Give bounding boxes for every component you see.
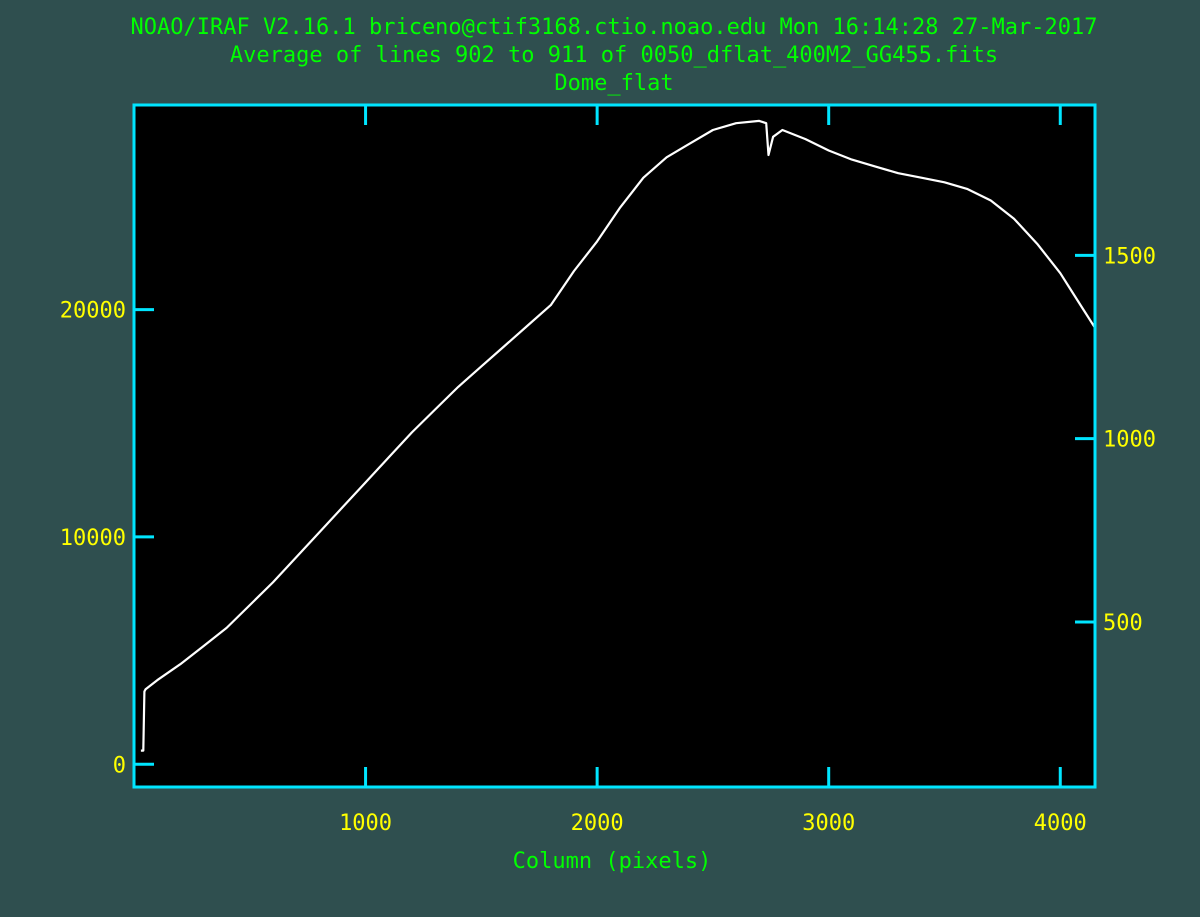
y-tick-label-2: 20000 — [60, 299, 126, 324]
plot-area — [134, 105, 1095, 787]
x-axis-title: Column (pixels) — [513, 849, 712, 874]
x-tick-label-2: 3000 — [802, 811, 855, 836]
header-image-line: Average of lines 902 to 911 of 0050_dfla… — [230, 43, 998, 68]
y-tick-label-0: 0 — [113, 753, 126, 778]
right-tick-label-1: 1000 — [1103, 428, 1156, 453]
plot-title: Dome_flat — [554, 71, 673, 96]
data-marks — [140, 119, 1096, 752]
y-tick-label-1: 10000 — [60, 526, 126, 551]
right-tick-label-2: 1500 — [1103, 244, 1156, 269]
plot-frame — [132, 103, 1097, 789]
x-tick-label-1: 2000 — [571, 811, 624, 836]
x-tick-label-3: 4000 — [1034, 811, 1087, 836]
axes-group: 1000 2000 3000 4000 0 10000 20000 500 1000 1500 — [60, 105, 1156, 836]
x-tick-label-0: 1000 — [339, 811, 392, 836]
header-system-line: NOAO/IRAF V2.16.1 briceno@ctif3168.ctio.… — [131, 15, 1098, 40]
right-tick-label-0: 500 — [1103, 611, 1143, 636]
series-line-0 — [140, 119, 1096, 752]
